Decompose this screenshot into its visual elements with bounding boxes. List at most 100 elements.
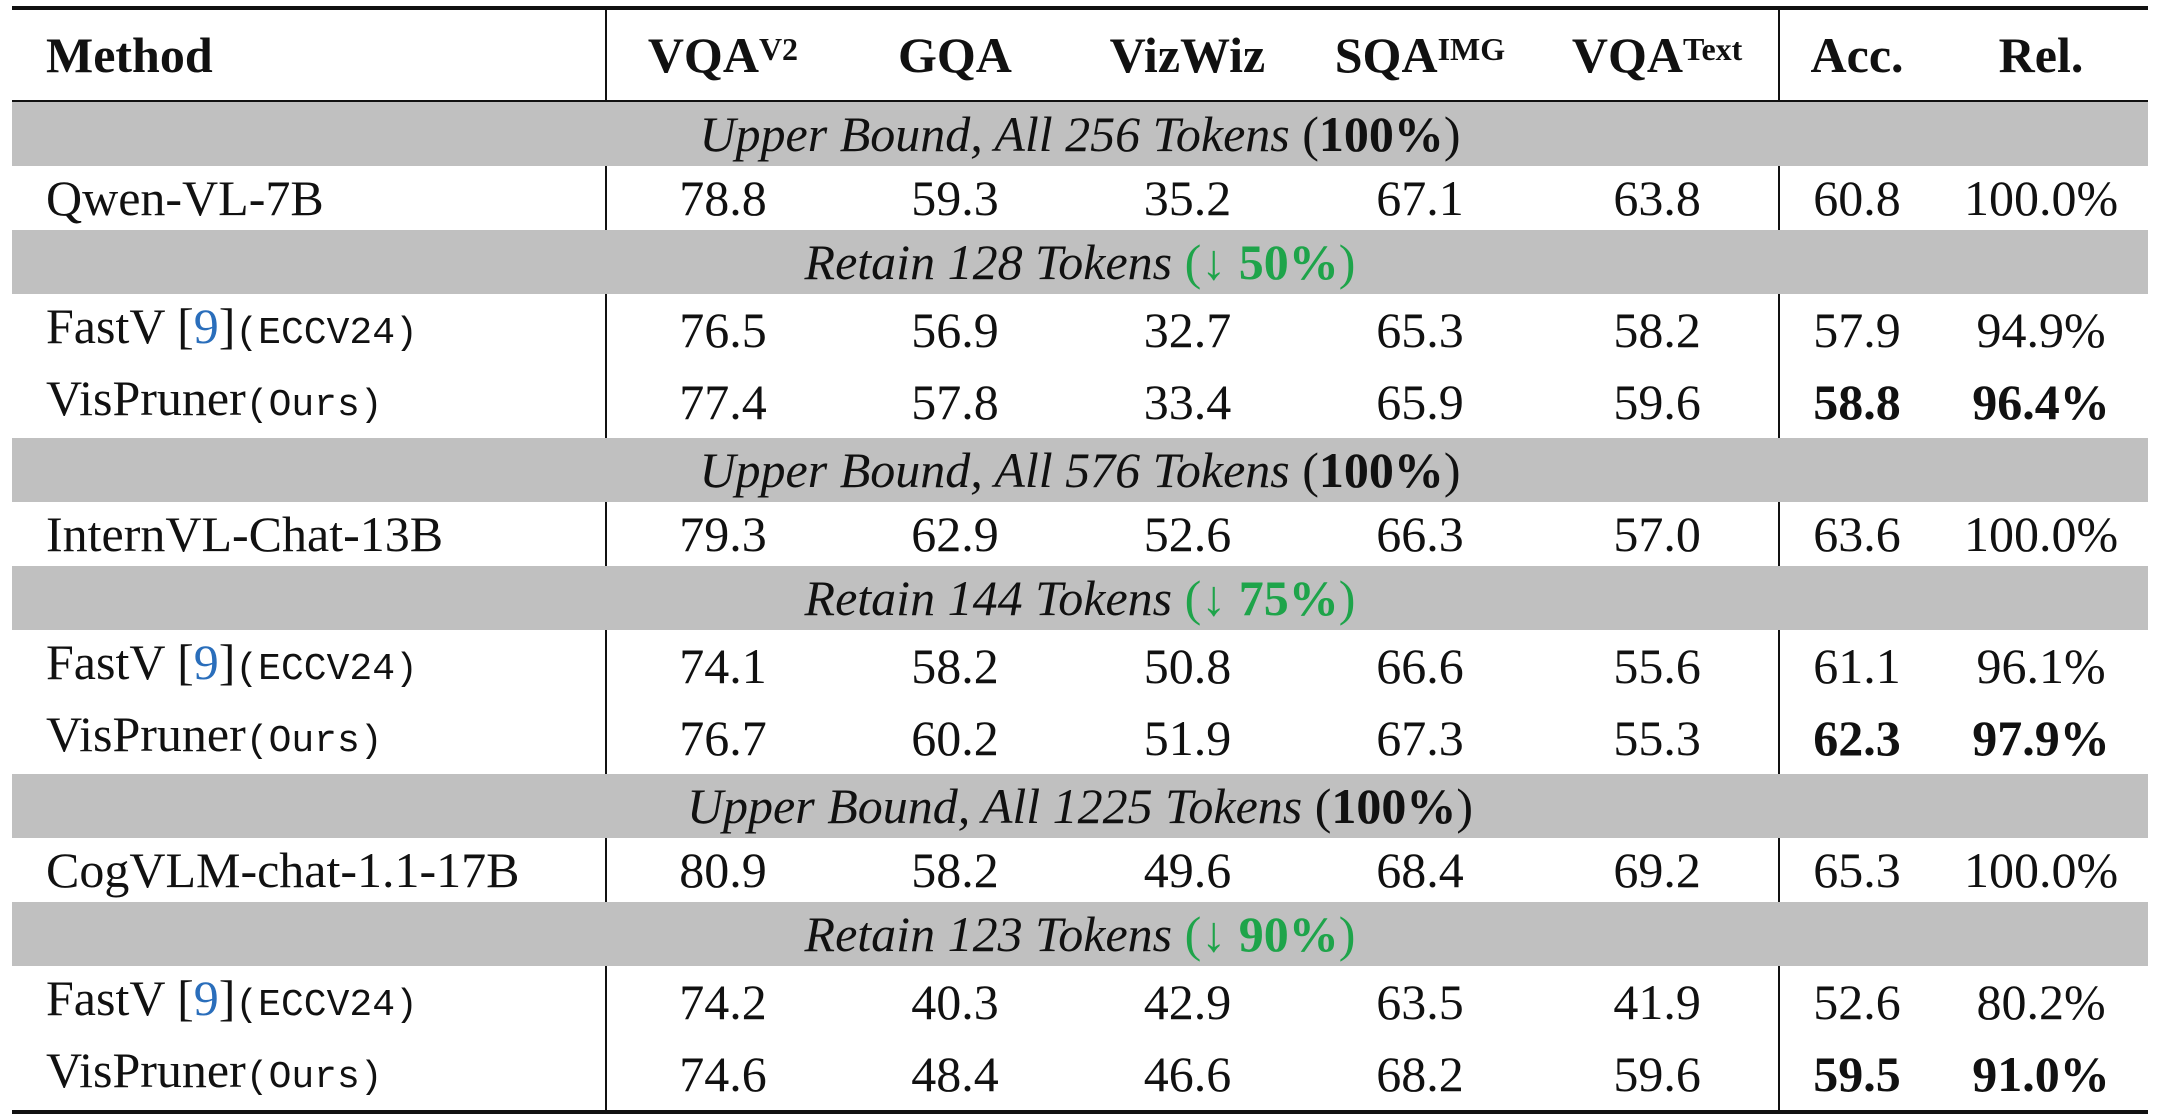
table-cell: 60.2	[911, 710, 999, 766]
method-tag: (Ours)	[245, 720, 383, 763]
table-cell: 52.6	[1143, 506, 1232, 562]
citation-link[interactable]: 9	[193, 970, 219, 1026]
paren-close: )	[1443, 442, 1461, 498]
table-cell: 52.6	[1813, 974, 1901, 1030]
table-cell: 100.0%	[1963, 506, 2119, 562]
table-cell: 60.8	[1813, 170, 1901, 226]
table-row: FastV [9](ECCV24) 74.2 40.3 42.9 63.5 41.9 52.…	[12, 966, 2148, 1038]
method-name: FastV	[46, 634, 178, 690]
paren-open: (	[1184, 234, 1202, 290]
space	[1226, 234, 1239, 290]
section-upper-bound-label: Upper Bound, All 256 Tokens (100%)	[12, 101, 2148, 166]
table-cell: 74.2	[679, 974, 767, 1030]
table-cell: 96.4%	[1972, 374, 2110, 430]
table-cell: 74.6	[606, 1038, 839, 1114]
section-percent: 50%	[1238, 234, 1339, 290]
down-arrow-icon: ↓	[1201, 906, 1227, 962]
section-retain-label: Retain 128 Tokens (↓ 50%)	[12, 230, 2148, 294]
header-vqa-text: VQAText	[1536, 6, 1781, 102]
table-cell: 62.3	[1813, 710, 1901, 766]
table-cell: 51.9	[1143, 710, 1232, 766]
table-row: FastV [9](ECCV24) 74.1 58.2 50.8 66.6 55.6 61.…	[12, 630, 2148, 702]
table-cell: 42.9	[1143, 974, 1232, 1030]
table-row: FastV [9](ECCV24) 76.5 56.9 32.7 65.3 58.2 57.…	[12, 294, 2148, 366]
table-cell: 55.3	[1536, 702, 1781, 774]
section-text: Upper Bound, All 576 Tokens	[699, 442, 1303, 498]
section-upper-bound: Upper Bound, All 576 Tokens (100%)	[12, 438, 2148, 502]
table-cell: 59.5	[1779, 1038, 1935, 1114]
table-cell: 58.2	[1536, 294, 1781, 366]
table-row: VisPruner(Ours) 77.4 57.8 33.4 65.9 59.6 58.8 9…	[12, 366, 2148, 438]
down-arrow-icon: ↓	[1201, 234, 1227, 290]
table-cell: 59.6	[1536, 1038, 1781, 1114]
table-cell: 77.4	[679, 374, 767, 430]
space	[1226, 906, 1239, 962]
section-text: Upper Bound, All 256 Tokens	[699, 106, 1303, 162]
method-name-cell: FastV [9](ECCV24)	[12, 966, 608, 1038]
table-cell: 94.9%	[1976, 302, 2106, 358]
paren-close: )	[1443, 106, 1461, 162]
table-cell: 63.8	[1536, 166, 1781, 230]
table-cell: 48.4	[838, 1038, 1072, 1114]
section-percent: 90%	[1238, 906, 1339, 962]
section-upper-bound-label: Upper Bound, All 576 Tokens (100%)	[12, 438, 2148, 502]
table-cell: 49.6	[1143, 842, 1232, 898]
table-cell: 67.3	[1376, 710, 1464, 766]
paren-open: (	[1302, 106, 1319, 162]
header-vqav2: VQAV2	[606, 6, 839, 102]
cite-bracket-open: [	[177, 634, 194, 690]
section-percent: 100%	[1318, 442, 1444, 498]
cite-bracket-close: ]	[218, 634, 236, 690]
header-row: Method VQAV2 GQA VizWiz SQAIMG VQAText A…	[12, 6, 2148, 102]
table-cell: 68.2	[1303, 1038, 1537, 1114]
table-cell: 76.7	[679, 710, 767, 766]
table-cell: 63.5	[1376, 974, 1464, 1030]
paren-close: )	[1338, 906, 1356, 962]
section-retain-label: Retain 144 Tokens (↓ 75%)	[12, 566, 2148, 630]
paren-open: (	[1314, 778, 1332, 834]
header-acc: Acc.	[1779, 6, 1935, 102]
table-cell: 35.2	[1143, 170, 1232, 226]
table-cell: 62.9	[911, 506, 999, 562]
paren-close: )	[1338, 570, 1356, 626]
citation-link[interactable]: 9	[193, 634, 219, 690]
method-name: FastV	[46, 298, 178, 354]
section-percent: 100%	[1318, 106, 1444, 162]
method-name: FastV	[46, 970, 178, 1026]
citation-link[interactable]: 9	[193, 298, 219, 354]
cite-bracket-open: [	[177, 298, 194, 354]
section-text: Retain 144 Tokens	[804, 570, 1185, 626]
method-name-cell: VisPruner(Ours)	[12, 366, 608, 438]
paren-close: )	[1456, 778, 1474, 834]
header-gqa: GQA	[838, 6, 1072, 102]
method-tag: (Ours)	[245, 1056, 383, 1099]
table-cell: 68.4	[1376, 842, 1464, 898]
table-cell: 58.8	[1813, 374, 1901, 430]
table-cell: 56.9	[911, 302, 999, 358]
table-cell: 61.1	[1813, 638, 1901, 694]
cite-bracket-close: ]	[218, 298, 236, 354]
table-cell: 32.7	[1143, 302, 1232, 358]
table-cell: 96.1%	[1976, 638, 2106, 694]
section-text: Upper Bound, All 1225 Tokens	[686, 778, 1315, 834]
method-name: VisPruner	[46, 370, 246, 426]
header-rel: Rel.	[1934, 6, 2148, 102]
method-tag: (ECCV24)	[235, 312, 418, 355]
table-row: VisPruner(Ours) 74.6 48.4 46.6 68.2 59.6 59.5 9…	[12, 1038, 2148, 1114]
table-cell: 80.9	[679, 842, 767, 898]
method-name-cell: FastV [9](ECCV24)	[12, 630, 608, 702]
table-cell: 65.3	[1813, 842, 1901, 898]
paren-open: (	[1184, 570, 1202, 626]
table-cell: 91.0%	[1934, 1038, 2148, 1114]
table-cell: 57.0	[1536, 502, 1781, 566]
table-cell: 57.8	[911, 374, 999, 430]
section-text: Retain 128 Tokens	[804, 234, 1185, 290]
table-cell: 58.2	[911, 638, 999, 694]
table-cell: 59.6	[1536, 366, 1781, 438]
table-cell: 76.5	[679, 302, 767, 358]
table-cell: 80.2%	[1976, 974, 2106, 1030]
table-row: InternVL-Chat-13B 79.3 62.9 52.6 66.3 57.0 63.…	[12, 502, 2148, 566]
table-row: CogVLM-chat-1.1-17B 80.9 58.2 49.6 68.4 69.2 6…	[12, 838, 2148, 902]
table-cell: 55.6	[1536, 630, 1781, 702]
table-cell: 79.3	[679, 506, 767, 562]
